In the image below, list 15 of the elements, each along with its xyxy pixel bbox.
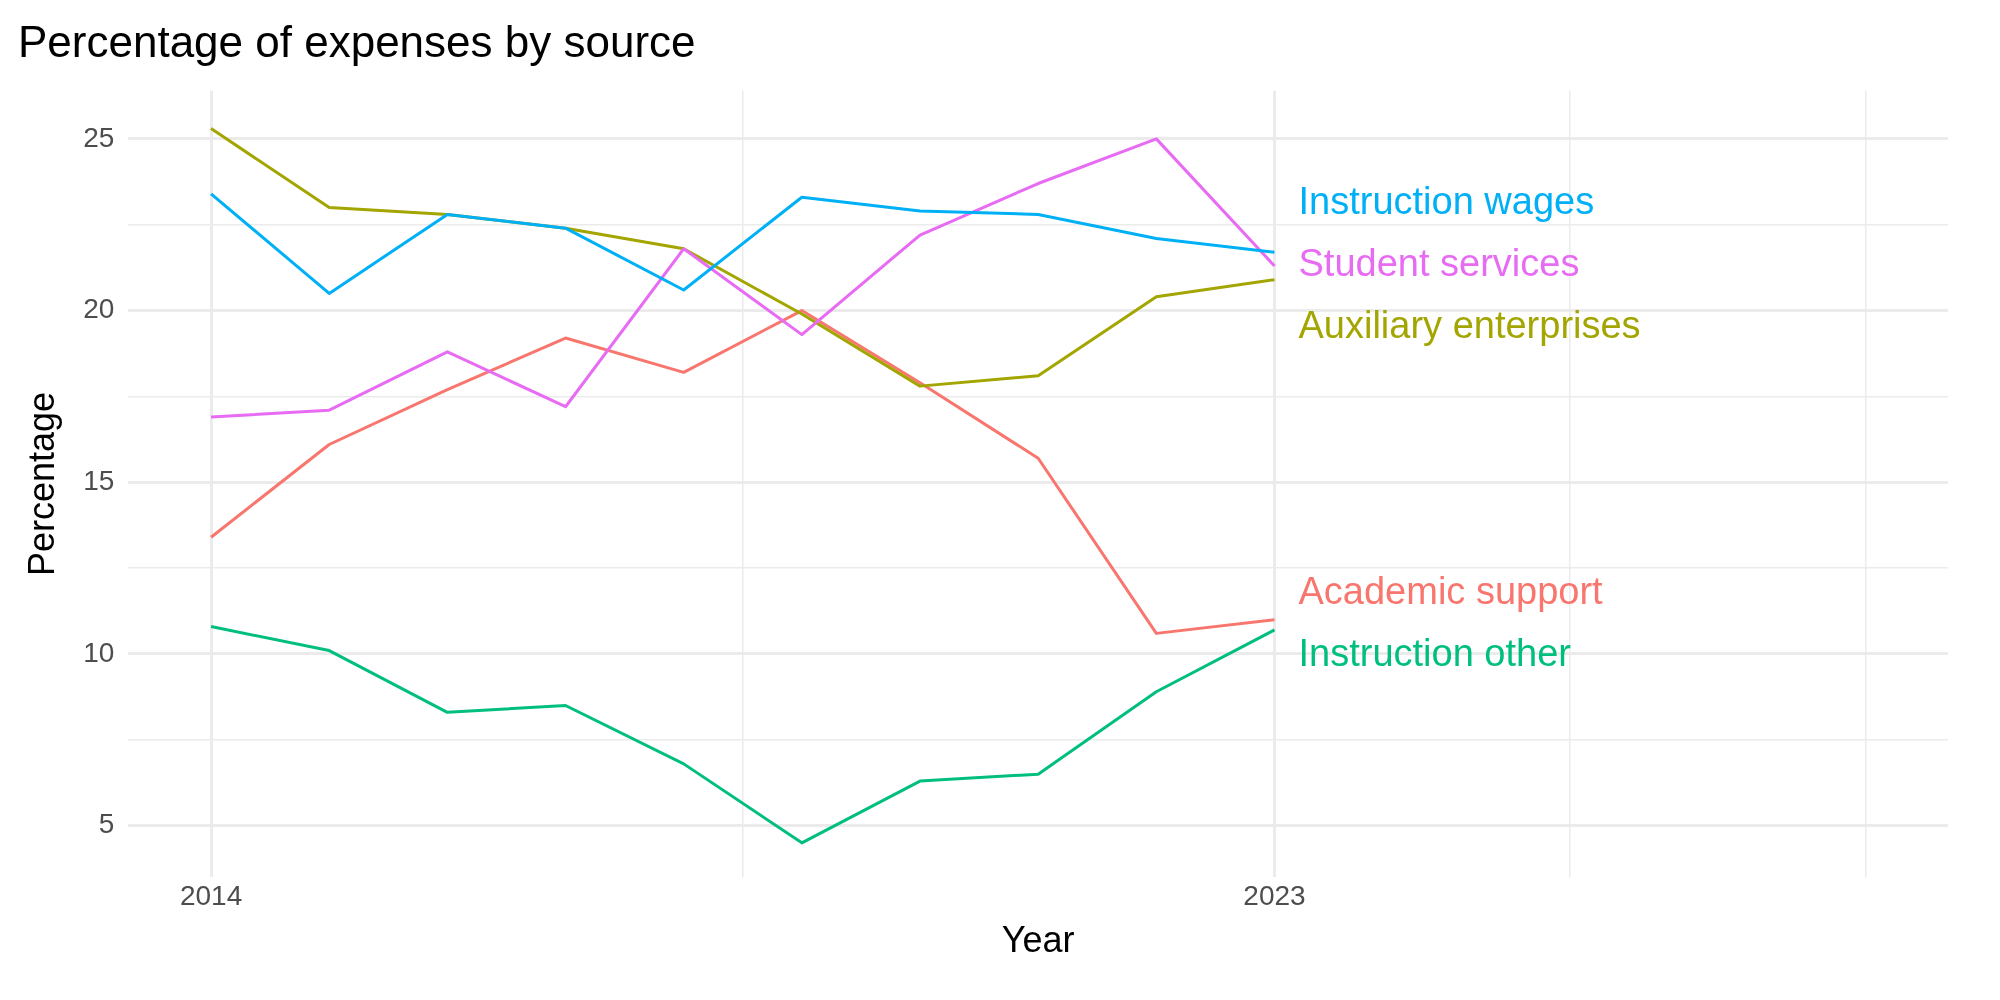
x-tick-label: 2023 [1243, 879, 1306, 911]
y-tick-label: 10 [83, 636, 115, 668]
x-tick-label: 2014 [179, 879, 243, 911]
y-tick-label: 20 [83, 293, 115, 325]
x-axis-title: Year [1001, 919, 1075, 961]
series-label: Auxiliary enterprises [1298, 304, 1641, 347]
y-tick-label: 25 [83, 121, 115, 153]
series-label: Instruction wages [1298, 180, 1595, 223]
series-label: Instruction other [1298, 632, 1572, 675]
y-axis-title: Percentage [20, 391, 62, 577]
y-tick-label: 5 [98, 808, 115, 840]
series-label: Academic support [1298, 570, 1604, 613]
y-tick-label: 15 [83, 465, 115, 496]
chart-title: Percentage of expenses by source [18, 16, 696, 66]
series-label: Student services [1298, 242, 1580, 285]
